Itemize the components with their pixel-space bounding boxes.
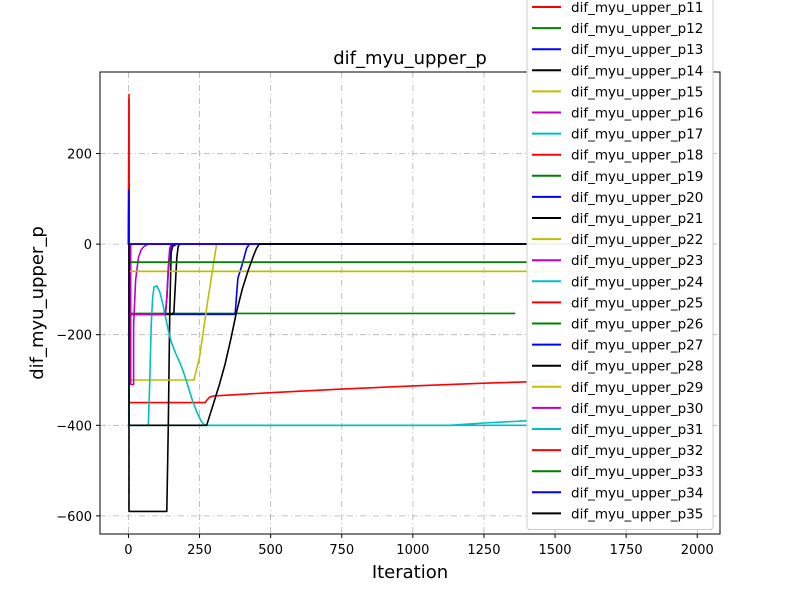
plot-frame [99,71,721,535]
y-tick-label: −600 [56,510,92,525]
x-tick-label: 1750 [610,543,643,558]
series-layer [127,93,698,513]
x-tick-label: 250 [187,543,212,558]
legend-entry: dif_myu_upper_p16 [571,106,703,122]
legend-entry: dif_myu_upper_p34 [571,485,703,501]
x-tick-label: 1250 [467,543,500,558]
legend-entry: dif_myu_upper_p35 [571,506,703,522]
legend-entry: dif_myu_upper_p23 [571,253,703,269]
x-tick-label: 500 [258,543,283,558]
series-line-13 [128,243,698,386]
legend-entry: dif_myu_upper_p22 [571,232,703,248]
legend-entry: dif_myu_upper_p21 [571,211,703,227]
x-tick-label: 1500 [538,543,571,558]
tick-layer: 0 250 500 750 1000 1250 1500 1750 2000−600−400−2… [56,148,714,558]
legend-entry: dif_myu_upper_p27 [571,338,703,354]
series-line-10 [127,189,698,316]
legend-entry: dif_myu_upper_p17 [571,127,703,143]
legend-entry: dif_myu_upper_p11 [571,0,703,16]
legend-entry: dif_myu_upper_p24 [571,274,703,290]
legend-entry: dif_myu_upper_p29 [571,380,703,396]
legend-entry: dif_myu_upper_p32 [571,443,703,459]
y-tick-label: −200 [56,329,92,344]
legend-entry: dif_myu_upper_p26 [571,317,703,333]
legend-entry: dif_myu_upper_p14 [571,63,703,79]
legend-entry: dif_myu_upper_p28 [571,359,703,375]
legend-entry: dif_myu_upper_p33 [571,464,703,480]
legend-entry: dif_myu_upper_p20 [571,190,703,206]
legend-entry: dif_myu_upper_p15 [571,84,703,100]
series-line-14 [128,243,698,427]
legend: dif_myu_upper_p11 dif_myu_upper_p12 dif_my… [526,0,714,530]
legend-entry: dif_myu_upper_p31 [571,422,703,438]
y-tick-label: −400 [56,419,92,434]
y-axis-label: dif_myu_upper_p [27,226,48,380]
legend-box [526,0,714,530]
legend-entry: dif_myu_upper_p12 [571,21,703,37]
chart-title: dif_myu_upper_p [333,48,487,69]
legend-entry: dif_myu_upper_p30 [571,401,703,417]
x-tick-label: 750 [329,543,354,558]
legend-entry: dif_myu_upper_p25 [571,295,703,311]
x-tick-label: 0 [124,543,132,558]
y-tick-label: 0 [84,238,92,253]
x-tick-label: 1000 [396,543,429,558]
legend-entry: dif_myu_upper_p18 [571,148,703,164]
y-tick-label: 200 [67,148,92,163]
series-line-25 [128,243,698,427]
x-axis-label: Iteration [372,562,448,583]
x-tick-label: 2000 [681,543,714,558]
legend-entry: dif_myu_upper_p13 [571,42,703,58]
legend-entry: dif_myu_upper_p19 [571,169,703,185]
